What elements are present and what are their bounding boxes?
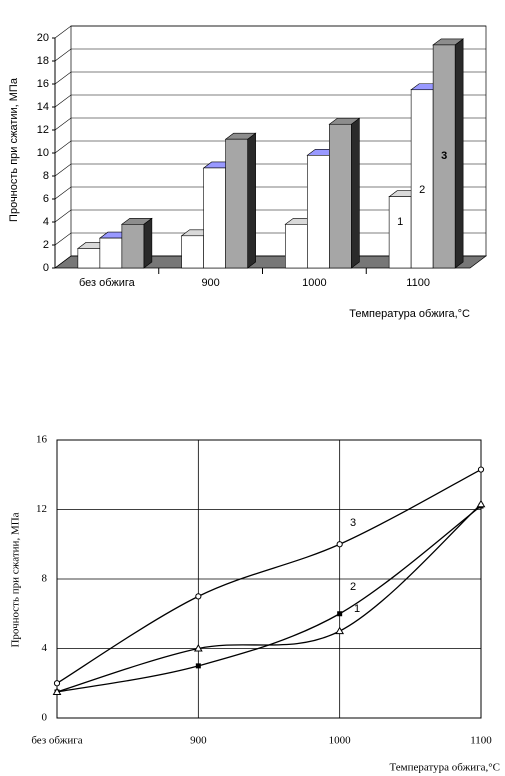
bar bbox=[285, 224, 308, 269]
marker bbox=[337, 611, 343, 617]
y-tick-label: 8 bbox=[42, 573, 48, 585]
bar-side bbox=[351, 117, 360, 269]
x-tick-label: 1100 bbox=[406, 277, 430, 289]
y-tick-label: 8 bbox=[43, 170, 49, 182]
y-tick-label: 4 bbox=[42, 642, 48, 654]
marker bbox=[336, 541, 343, 548]
y-tick-label: 12 bbox=[36, 503, 47, 515]
bar bbox=[121, 224, 145, 269]
bar bbox=[77, 248, 101, 269]
bar bbox=[181, 235, 204, 269]
x-tick-label: 1000 bbox=[329, 735, 352, 747]
bar-side bbox=[454, 38, 464, 269]
y-tick-label: 20 bbox=[37, 32, 49, 44]
grid-line bbox=[54, 71, 486, 85]
marker bbox=[335, 626, 345, 635]
bar bbox=[388, 196, 412, 269]
bar bbox=[329, 123, 352, 269]
y-tick-label: 18 bbox=[37, 55, 49, 67]
marker bbox=[193, 644, 203, 652]
marker bbox=[476, 499, 486, 508]
grid-line bbox=[54, 94, 486, 108]
y-tick-label: 12 bbox=[37, 124, 49, 136]
x-tick-label: без обжига bbox=[31, 735, 82, 747]
y-tick-label: 6 bbox=[43, 193, 49, 205]
series-label: 3 bbox=[441, 150, 447, 162]
x-tick-label: 900 bbox=[201, 277, 219, 289]
x-tick-label: 1000 bbox=[302, 277, 326, 289]
series-label: 1 bbox=[354, 603, 360, 615]
bar-side bbox=[143, 217, 153, 269]
y-axis-label: Прочность при сжатии, МПа bbox=[8, 77, 20, 222]
bar bbox=[203, 167, 226, 269]
line bbox=[56, 505, 482, 693]
marker bbox=[53, 680, 61, 687]
marker bbox=[195, 593, 202, 600]
y-tick-label: 14 bbox=[37, 101, 49, 113]
y-tick-label: 16 bbox=[36, 434, 48, 446]
y-tick-label: 0 bbox=[43, 262, 49, 274]
x-tick-label: 900 bbox=[190, 735, 207, 747]
grid-line bbox=[54, 48, 486, 62]
bar bbox=[307, 155, 330, 269]
y-tick-label: 10 bbox=[37, 147, 49, 159]
y-tick-label: 16 bbox=[37, 78, 49, 90]
y-tick-label: 4 bbox=[43, 216, 49, 228]
marker bbox=[195, 663, 201, 669]
bar bbox=[410, 89, 434, 269]
line bbox=[56, 468, 482, 684]
line bbox=[56, 503, 482, 693]
bar bbox=[225, 138, 248, 269]
series-label: 3 bbox=[350, 517, 356, 529]
series-label: 2 bbox=[419, 184, 425, 196]
x-tick-label: без обжига bbox=[79, 277, 136, 289]
y-tick-label: 0 bbox=[42, 712, 48, 724]
bar bbox=[99, 237, 123, 269]
bar-side bbox=[247, 132, 256, 269]
bar bbox=[432, 44, 456, 269]
x-axis-label: Температура обжига,°С bbox=[390, 762, 501, 774]
series-label: 2 bbox=[350, 581, 356, 593]
marker bbox=[52, 687, 62, 695]
series-label: 1 bbox=[397, 216, 403, 228]
y-axis-label: Прочность при сжатии, МПа bbox=[10, 512, 22, 647]
grid-line bbox=[54, 25, 486, 39]
x-axis-label: Температура обжига,°С bbox=[349, 308, 470, 320]
marker bbox=[477, 466, 485, 473]
x-tick-label: 1100 bbox=[470, 735, 492, 747]
y-tick-label: 2 bbox=[43, 239, 49, 251]
